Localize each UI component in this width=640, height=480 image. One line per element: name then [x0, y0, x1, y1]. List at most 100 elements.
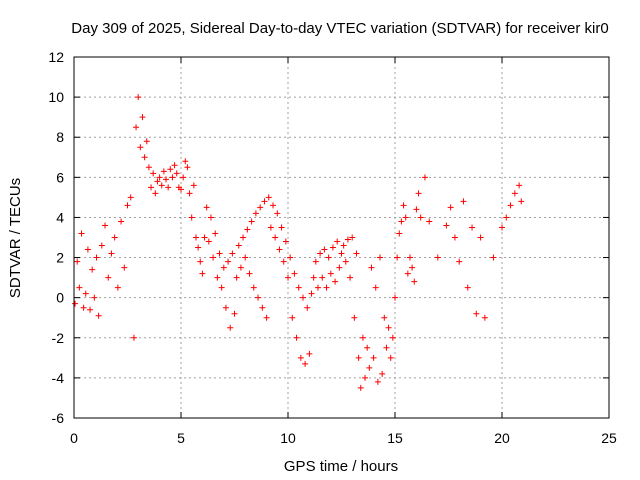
- data-point: [285, 274, 291, 281]
- data-point: [156, 174, 163, 181]
- data-point: [139, 114, 146, 121]
- data-point: [150, 170, 157, 177]
- data-point: [347, 274, 354, 281]
- data-point: [259, 304, 266, 311]
- data-point: [349, 234, 356, 241]
- data-point: [276, 246, 283, 253]
- data-point: [293, 334, 300, 341]
- data-point: [186, 190, 193, 197]
- data-point: [460, 198, 467, 205]
- data-point: [167, 166, 174, 173]
- data-point: [329, 244, 336, 251]
- data-point: [84, 246, 91, 253]
- data-point: [231, 310, 238, 317]
- data-point: [237, 264, 244, 271]
- x-tick-label: 0: [70, 430, 78, 446]
- data-point: [400, 202, 407, 209]
- data-point: [265, 194, 272, 201]
- data-point: [72, 300, 79, 307]
- data-point: [366, 364, 373, 371]
- data-point: [214, 274, 221, 281]
- data-point: [477, 234, 484, 241]
- data-point: [396, 230, 403, 237]
- data-point: [507, 202, 514, 209]
- data-point: [392, 294, 398, 301]
- data-point: [353, 250, 360, 257]
- y-tick-label: -4: [52, 370, 65, 386]
- y-tick-label: -6: [52, 410, 65, 426]
- data-point: [379, 370, 386, 377]
- data-point: [306, 350, 313, 357]
- data-point: [381, 314, 388, 321]
- data-point: [434, 254, 441, 261]
- data-point: [78, 230, 85, 237]
- data-point: [255, 294, 262, 301]
- data-point: [207, 214, 214, 221]
- data-point: [114, 284, 121, 291]
- data-point: [87, 306, 94, 313]
- data-point: [203, 204, 210, 211]
- data-point: [210, 254, 217, 261]
- data-point: [327, 270, 334, 277]
- data-point: [252, 210, 259, 217]
- data-point: [267, 224, 274, 231]
- data-point: [469, 224, 476, 231]
- data-point: [368, 264, 375, 271]
- data-point: [261, 198, 268, 205]
- data-point: [130, 334, 137, 341]
- data-point: [205, 238, 212, 245]
- data-point: [102, 222, 109, 229]
- data-point: [409, 264, 416, 271]
- x-tick-label: 5: [177, 430, 185, 446]
- data-point: [74, 258, 81, 265]
- data-point: [447, 204, 454, 211]
- data-points: [72, 94, 525, 391]
- data-point: [314, 284, 321, 291]
- data-point: [426, 218, 433, 225]
- data-point: [499, 224, 505, 231]
- data-point: [370, 354, 377, 361]
- data-point: [91, 294, 98, 301]
- data-point: [192, 234, 199, 241]
- data-point: [304, 304, 311, 311]
- data-point: [240, 234, 247, 241]
- data-point: [80, 304, 87, 311]
- data-point: [143, 138, 150, 145]
- data-point: [280, 258, 287, 265]
- data-point: [342, 258, 349, 265]
- data-point: [220, 264, 227, 271]
- data-point: [195, 244, 202, 251]
- data-point: [121, 264, 128, 271]
- data-point: [270, 202, 277, 209]
- data-point: [135, 94, 142, 101]
- data-point: [169, 174, 176, 181]
- data-point: [216, 250, 223, 257]
- data-point: [282, 238, 289, 245]
- y-tick-label: 10: [48, 89, 64, 105]
- data-point: [152, 190, 159, 197]
- data-point: [124, 202, 131, 209]
- data-point: [413, 206, 420, 213]
- data-point: [332, 278, 339, 285]
- x-tick-label: 15: [387, 430, 403, 446]
- y-tick-label: 2: [56, 250, 64, 266]
- data-point: [312, 258, 319, 265]
- y-tick-label: 6: [56, 169, 64, 185]
- data-point: [229, 250, 236, 257]
- data-point: [456, 258, 463, 265]
- data-point: [443, 222, 450, 229]
- data-point: [173, 170, 180, 177]
- data-point: [154, 178, 161, 185]
- data-point: [158, 182, 165, 189]
- data-point: [415, 190, 422, 197]
- data-point: [137, 144, 144, 151]
- data-point: [197, 258, 204, 265]
- grid: [74, 57, 609, 418]
- data-point: [411, 278, 418, 285]
- data-point: [516, 182, 523, 189]
- data-point: [518, 198, 525, 205]
- data-point: [383, 344, 390, 351]
- chart-title: Day 309 of 2025, Sidereal Day-to-day VTE…: [71, 20, 608, 37]
- data-point: [105, 274, 112, 281]
- data-point: [406, 254, 413, 261]
